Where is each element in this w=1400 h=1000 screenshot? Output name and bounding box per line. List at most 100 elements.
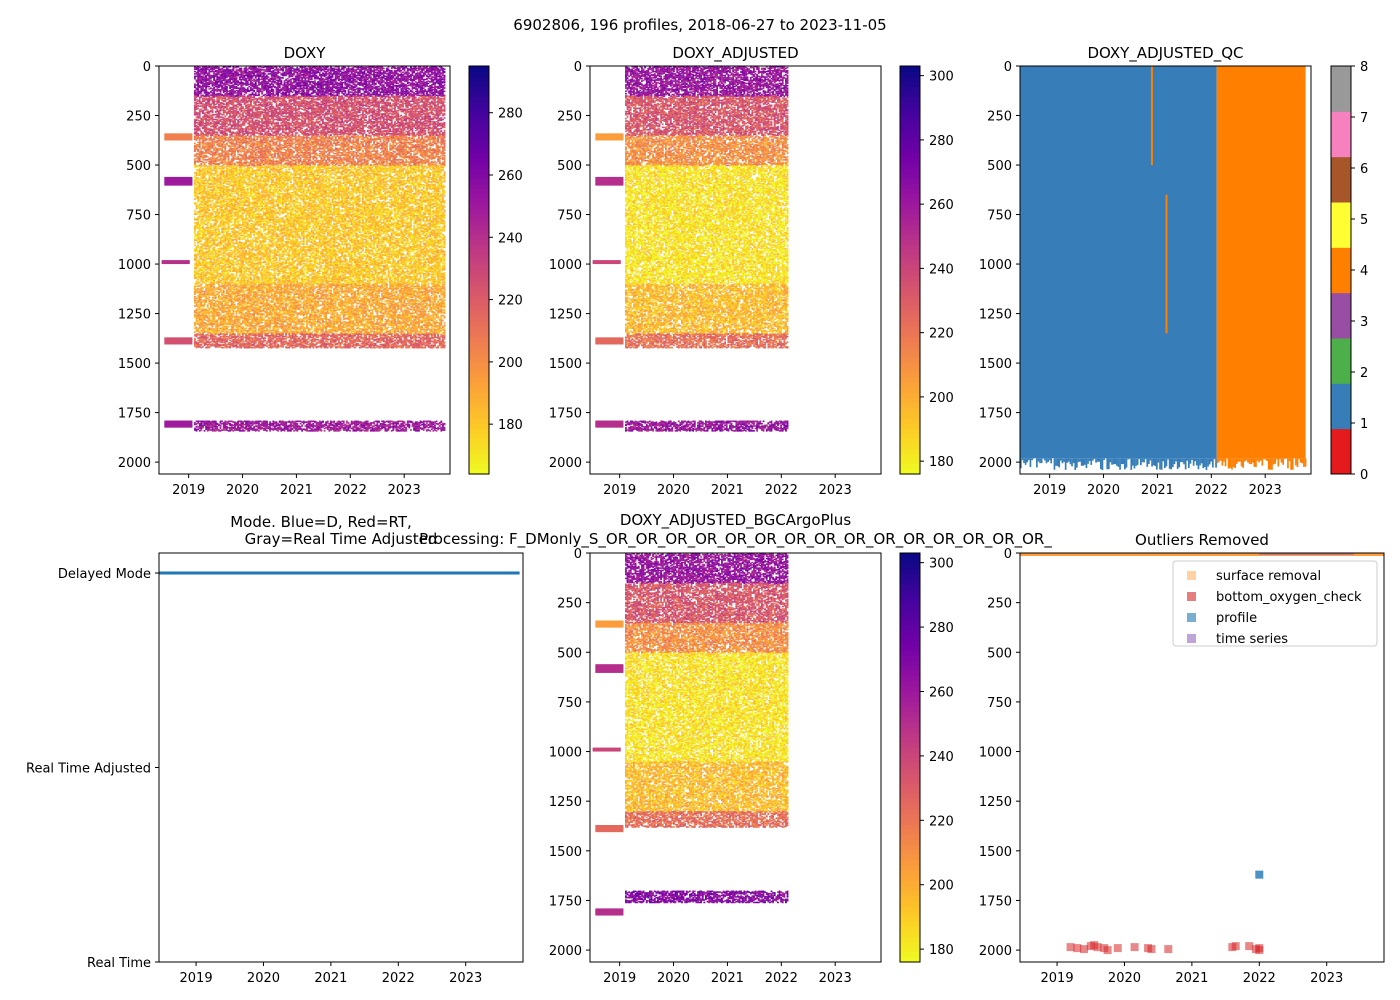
y-tick-label: 0 <box>574 60 582 75</box>
y-tick-label: 1750 <box>549 894 582 909</box>
panel-title: DOXY_ADJUSTED_QC <box>1087 44 1243 63</box>
colorbar-tick-label: 180 <box>929 455 954 470</box>
y-tick-label: 750 <box>557 209 582 224</box>
x-tick-label: 2023 <box>1310 971 1343 986</box>
y-tick-label: 1500 <box>118 357 151 372</box>
x-tick-label: 2020 <box>247 971 280 986</box>
panel-title: Outliers Removed <box>1135 531 1269 549</box>
colorbar-tick-label: 2 <box>1360 366 1368 381</box>
colorbar-tick-label: 260 <box>498 169 523 184</box>
colorbar-tick-label: 180 <box>498 418 523 433</box>
y-tick-label: 1500 <box>979 845 1012 860</box>
y-tick-label: 1000 <box>549 258 582 273</box>
y-tick-label: 500 <box>126 159 151 174</box>
x-tick-label: 2021 <box>711 483 744 498</box>
legend-label: time series <box>1216 632 1288 647</box>
qc-block <box>1020 66 1217 458</box>
colorbar-tick-label: 200 <box>498 356 523 371</box>
colorbar-tick-label: 7 <box>1360 111 1368 126</box>
y-tick-label: 750 <box>126 209 151 224</box>
colorbar-tick-label: 240 <box>929 262 954 277</box>
legend-swatch <box>1187 592 1196 601</box>
bottom-oxygen-check-marker <box>1147 945 1155 953</box>
colorbar-tick-label: 3 <box>1360 315 1368 330</box>
y-tick-label: 0 <box>1004 547 1012 562</box>
y-tick-label: 1750 <box>979 407 1012 422</box>
colorbar-tick-label: 260 <box>929 685 954 700</box>
bottom-oxygen-check-marker <box>1114 944 1122 952</box>
panel-title: DOXY <box>284 44 327 62</box>
x-tick-label: 2021 <box>1141 483 1174 498</box>
x-tick-label: 2019 <box>603 971 636 986</box>
colorbar-tick-label: 6 <box>1360 162 1368 177</box>
panel-title: DOXY_ADJUSTED_BGCArgoPlus <box>620 511 851 530</box>
bottom-oxygen-check-marker <box>1255 944 1263 952</box>
profile-marker <box>1255 871 1263 879</box>
y-tick-label: 750 <box>557 696 582 711</box>
x-tick-label: 2021 <box>314 971 347 986</box>
x-tick-label: 2020 <box>1087 483 1120 498</box>
x-tick-label: 2020 <box>657 971 690 986</box>
x-tick-label: 2023 <box>1249 483 1282 498</box>
x-tick-label: 2023 <box>388 483 421 498</box>
colorbar-tick-label: 220 <box>498 294 523 309</box>
colorbar-tick-label: 180 <box>929 943 954 958</box>
y-tick-label: 250 <box>987 597 1012 612</box>
bottom-oxygen-check-marker <box>1131 943 1139 951</box>
y-tick-label: 1000 <box>979 746 1012 761</box>
x-tick-label: 2023 <box>449 971 482 986</box>
axes-frame <box>159 553 523 962</box>
bottom-oxygen-check-marker <box>1232 942 1240 950</box>
panel-title-line2: Gray=Real Time Adjusted <box>245 530 438 548</box>
colorbar-tick-label: 0 <box>1360 468 1368 483</box>
x-tick-label: 2019 <box>603 483 636 498</box>
chart-outliers: 2019 2020 2021 2022 202302505007501000125015… <box>979 531 1384 986</box>
panel-title: Mode. Blue=D, Red=RT, <box>230 513 412 531</box>
colorbar-tick-label: 280 <box>929 134 954 149</box>
x-tick-label: 2023 <box>819 971 852 986</box>
x-tick-label: 2019 <box>180 971 213 986</box>
y-tick-label: 1250 <box>118 308 151 323</box>
colorbar-tick-label: 220 <box>929 327 954 342</box>
qc-block <box>1217 66 1306 458</box>
colorbar-tick-label: 280 <box>498 107 523 122</box>
y-tick-label: 1000 <box>549 746 582 761</box>
y-tick-label: 2000 <box>979 456 1012 471</box>
colorbar-tick-label: 260 <box>929 198 954 213</box>
y-tick-label: 250 <box>126 110 151 125</box>
x-tick-label: 2022 <box>1243 971 1276 986</box>
bottom-oxygen-check-marker <box>1164 945 1172 953</box>
y-tick-label: 1250 <box>979 308 1012 323</box>
x-tick-label: 2021 <box>711 971 744 986</box>
qc-flag-mark <box>1166 195 1168 334</box>
y-tick-label: 0 <box>1004 60 1012 75</box>
y-tick-label: 1250 <box>549 795 582 810</box>
panel-subtitle: Processing: F_DMonly_S_OR_OR_OR_OR_OR_OR… <box>419 530 1052 549</box>
y-tick-label: 500 <box>557 159 582 174</box>
x-tick-label: 2021 <box>280 483 313 498</box>
x-tick-label: 2019 <box>1041 971 1074 986</box>
panel-title: DOXY_ADJUSTED <box>672 44 798 63</box>
legend-swatch <box>1187 571 1196 580</box>
y-tick-label: 500 <box>987 646 1012 661</box>
y-tick-label: 0 <box>574 547 582 562</box>
colorbar-tick-label: 220 <box>929 814 954 829</box>
chart-doxy_adjusted_bgcargoplus: 2019 2020 2021 2022 202302505007501000125015… <box>419 511 1052 986</box>
colorbar-tick-label: 300 <box>929 70 954 85</box>
y-tick-label: 1750 <box>979 894 1012 909</box>
x-tick-label: 2020 <box>657 483 690 498</box>
x-tick-label: 2022 <box>1195 483 1228 498</box>
colorbar-tick-label: 1 <box>1360 417 1368 432</box>
y-category-label: Real Time Adjusted <box>26 762 151 777</box>
legend-label: surface removal <box>1216 569 1321 584</box>
y-tick-label: 1750 <box>118 407 151 422</box>
y-tick-label: 2000 <box>549 944 582 959</box>
y-tick-label: 1750 <box>549 407 582 422</box>
legend-swatch <box>1187 613 1196 622</box>
x-tick-label: 2022 <box>765 483 798 498</box>
figure-canvas: 2019 2020 2021 2022 202302505007501000125015… <box>0 0 1400 1000</box>
colorbar-tick-label: 4 <box>1360 264 1368 279</box>
x-tick-label: 2023 <box>819 483 852 498</box>
y-tick-label: 250 <box>987 110 1012 125</box>
